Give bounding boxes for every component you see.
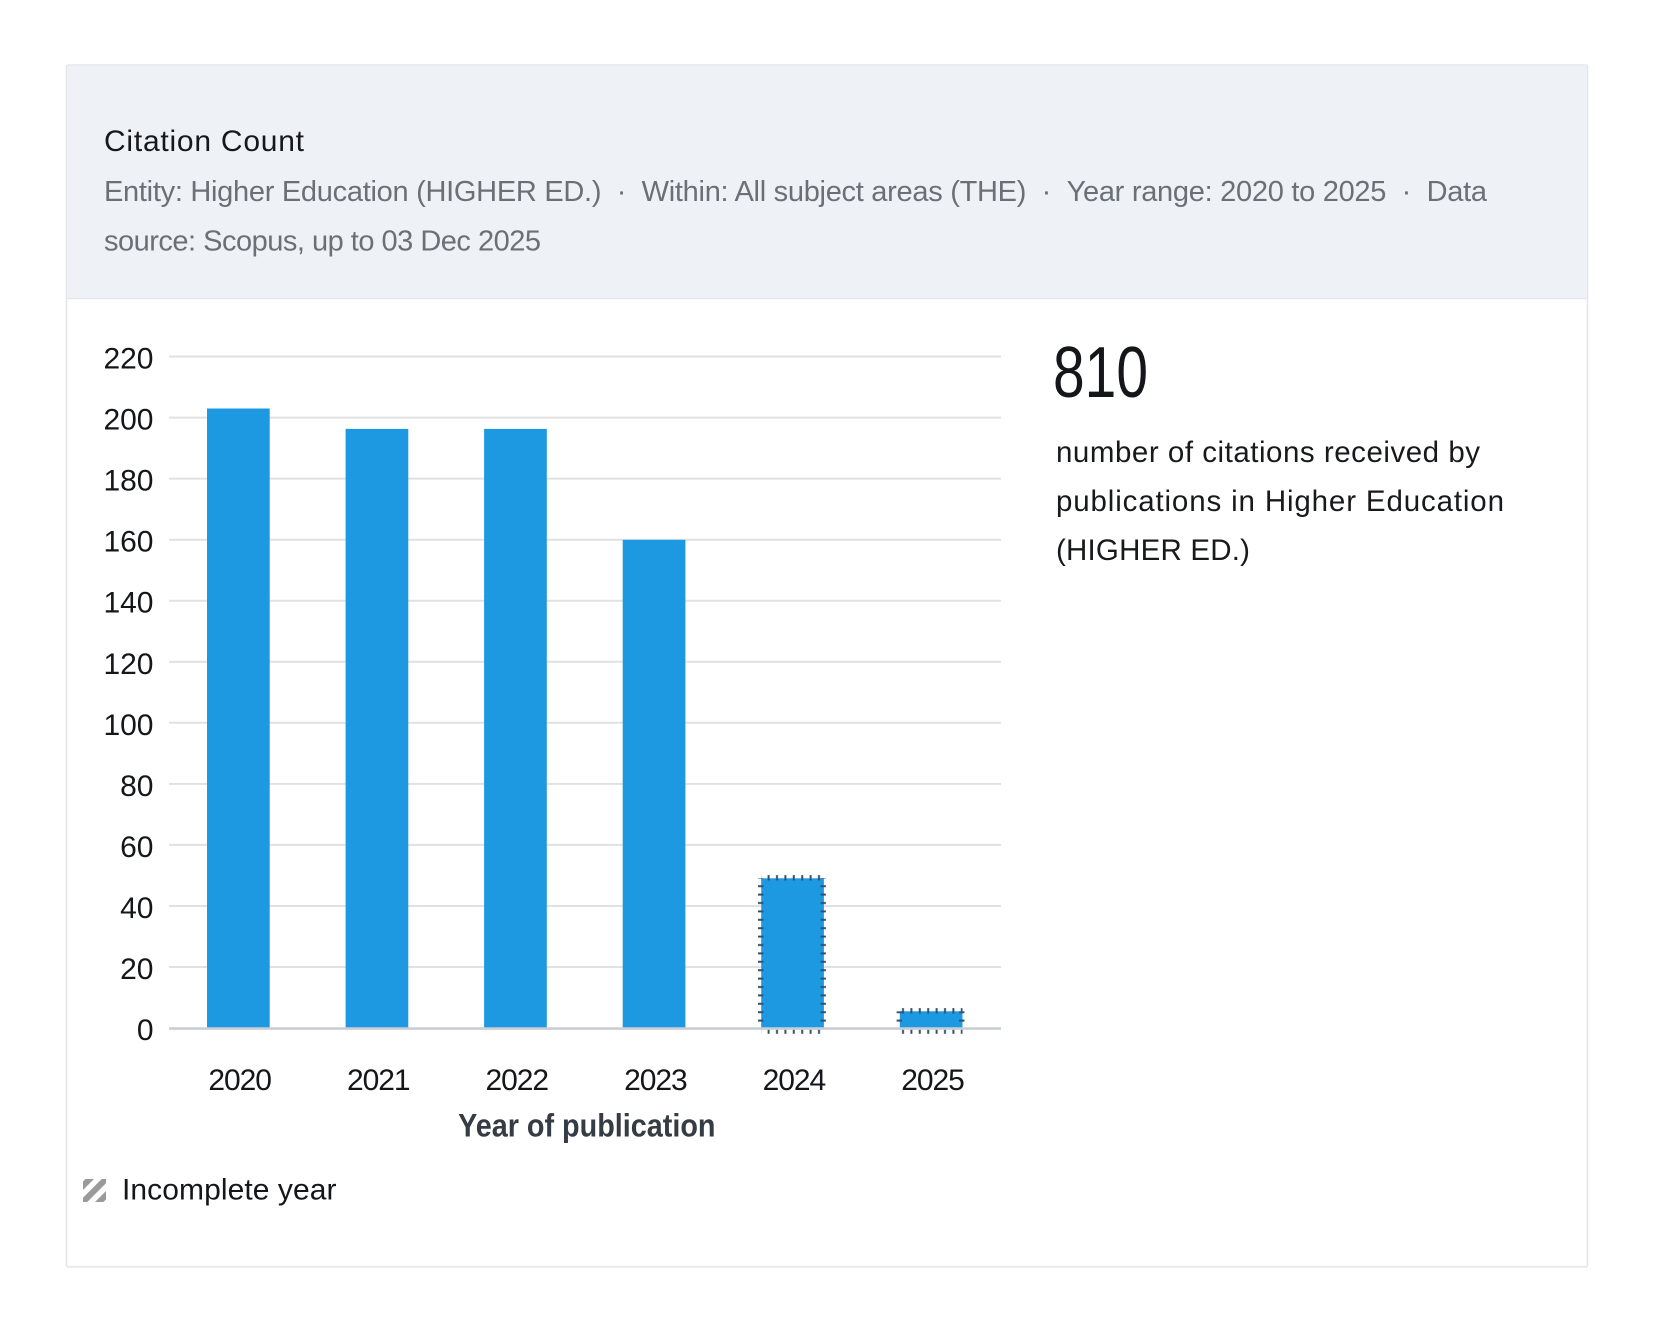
svg-text:120: 120 bbox=[103, 648, 153, 681]
svg-text:200: 200 bbox=[103, 404, 153, 437]
svg-text:source: Scopus, up to 03 Dec 2: source: Scopus, up to 03 Dec 2025 bbox=[104, 226, 541, 258]
svg-text:(HIGHER ED.): (HIGHER ED.) bbox=[1056, 534, 1250, 567]
svg-text:Incomplete year: Incomplete year bbox=[122, 1173, 337, 1206]
svg-text:2021: 2021 bbox=[347, 1064, 411, 1097]
svg-text:number of citations received b: number of citations received by bbox=[1056, 436, 1480, 469]
svg-text:2023: 2023 bbox=[624, 1064, 688, 1097]
svg-text:140: 140 bbox=[103, 587, 153, 620]
svg-text:220: 220 bbox=[103, 343, 153, 376]
svg-text:2024: 2024 bbox=[763, 1064, 827, 1097]
svg-text:Year of publication: Year of publication bbox=[458, 1108, 715, 1144]
svg-text:0: 0 bbox=[137, 1014, 154, 1047]
svg-text:2022: 2022 bbox=[486, 1064, 550, 1097]
svg-text:20: 20 bbox=[120, 953, 153, 986]
svg-text:2020: 2020 bbox=[208, 1064, 272, 1097]
svg-text:60: 60 bbox=[120, 831, 153, 864]
svg-text:160: 160 bbox=[103, 526, 153, 559]
svg-text:publications in Higher Educati: publications in Higher Education bbox=[1056, 485, 1504, 518]
svg-text:180: 180 bbox=[103, 465, 153, 498]
svg-text:40: 40 bbox=[120, 892, 153, 925]
svg-text:80: 80 bbox=[120, 770, 153, 803]
svg-text:Entity: Higher Education (HIGH: Entity: Higher Education (HIGHER ED.) · … bbox=[104, 176, 1488, 208]
svg-text:810: 810 bbox=[1053, 333, 1148, 413]
svg-text:Citation Count: Citation Count bbox=[104, 125, 305, 158]
svg-text:2025: 2025 bbox=[901, 1064, 965, 1097]
svg-text:100: 100 bbox=[103, 709, 153, 742]
